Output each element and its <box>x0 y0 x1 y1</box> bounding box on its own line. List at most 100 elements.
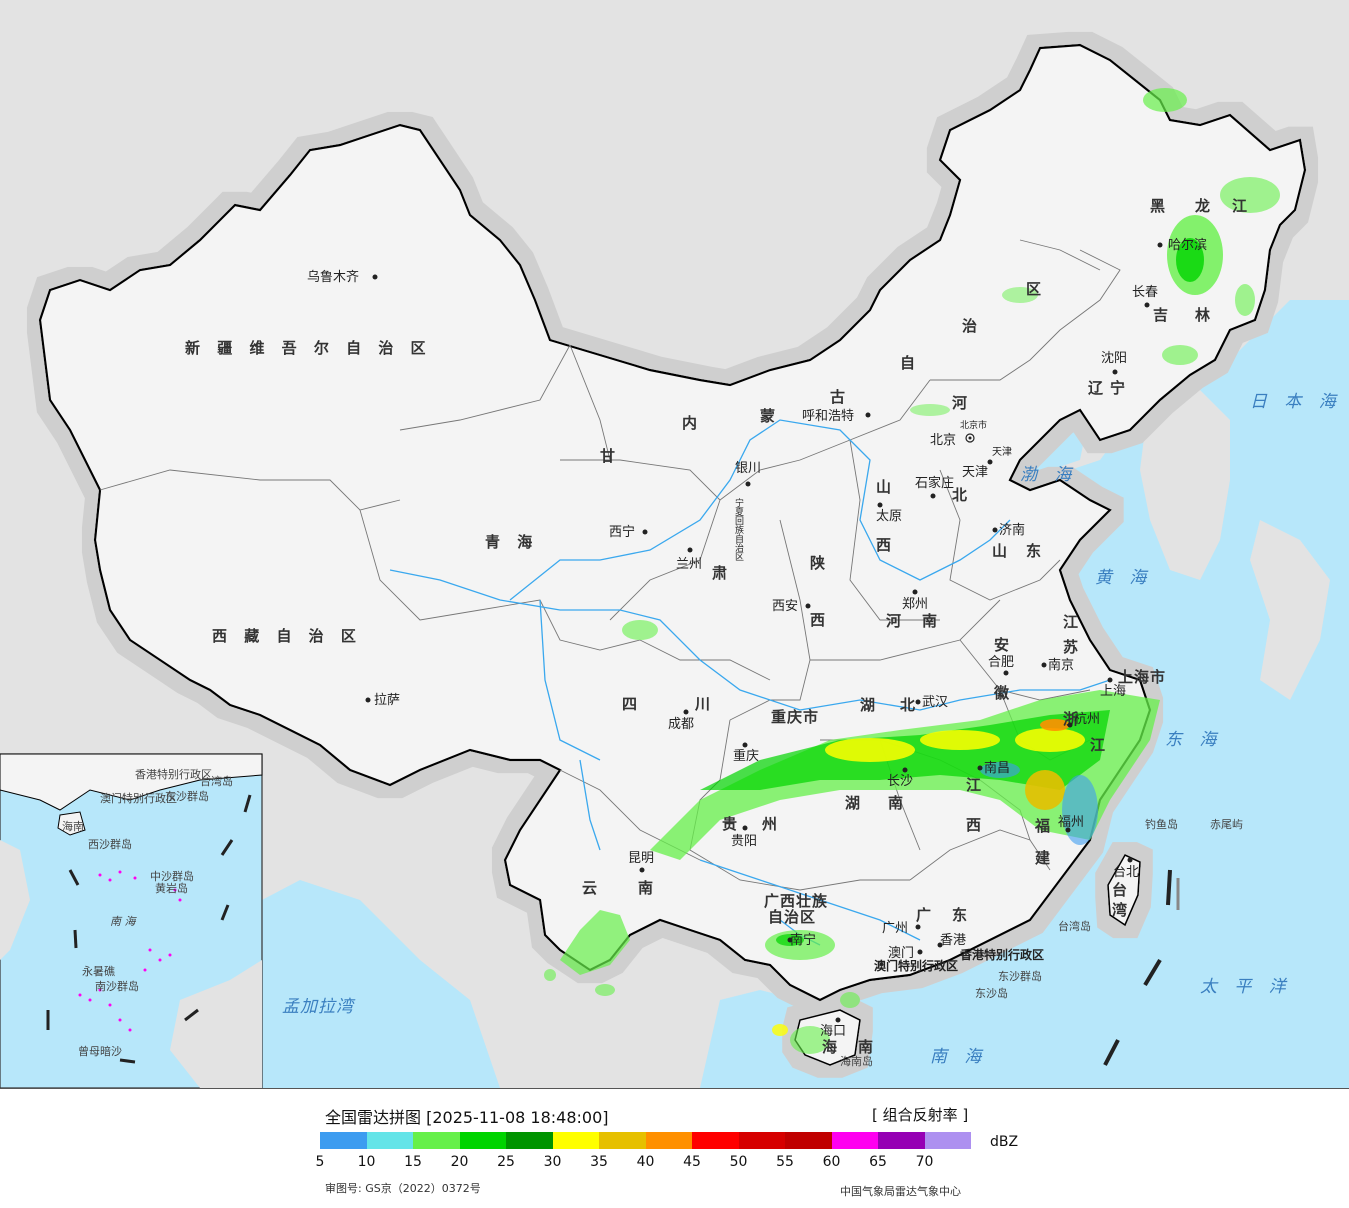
province-fj-1: 福 <box>1034 817 1056 835</box>
colorbar-tick: 10 <box>357 1154 376 1170</box>
province-sc-2: 川 <box>694 695 716 713</box>
city-labels: 乌鲁木齐 拉萨 西宁 兰州 银川 呼和浩特 北京 天津 石家庄 太原 济南 郑州… <box>307 237 1207 1039</box>
province-labels: 新 疆 维 吾 尔 自 治 区 西 藏 自 治 区 青 海 甘 肃 内 蒙 古 … <box>185 197 1253 1056</box>
taiwan <box>1107 853 1141 927</box>
province-nmg-3: 古 <box>830 388 851 406</box>
city-wuhan: 武汉 <box>922 695 948 710</box>
colorbar-tick: 20 <box>450 1154 469 1170</box>
inset-south-china-sea: 南 海 中沙群岛 西沙群岛 南沙群岛 黄岩岛 永暑礁 曾母暗沙 香港特别行政区 … <box>0 753 263 1088</box>
province-gd-2: 东 <box>952 906 973 924</box>
province-jx-1: 江 <box>966 776 987 794</box>
sea-yellow: 黄 海 <box>1095 568 1152 588</box>
city-harbin: 哈尔滨 <box>1168 237 1207 253</box>
province-hubei-2: 北 <box>900 696 921 714</box>
province-hubei-1: 湖 <box>860 696 881 714</box>
inset-zhongsha: 中沙群岛 <box>150 869 194 883</box>
province-zj-2: 江 <box>1090 736 1111 754</box>
city-nanjing: 南京 <box>1048 657 1074 673</box>
sea-pacific: 太 平 洋 <box>1200 977 1292 997</box>
colorbar-tick: 30 <box>543 1154 562 1170</box>
city-lhasa: 拉萨 <box>374 693 400 708</box>
province-nmg-5: 治 <box>962 317 983 335</box>
colorbar-tick: 25 <box>497 1154 515 1170</box>
colorbar-tick: 70 <box>915 1154 934 1170</box>
colorbar-tick: 55 <box>776 1154 794 1170</box>
province-sd-1: 山 <box>992 542 1013 560</box>
inset-yongshu: 永暑礁 <box>82 964 115 978</box>
colorbar-cell <box>831 1132 878 1149</box>
city-urumqi: 乌鲁木齐 <box>307 269 359 285</box>
province-sx-1: 山 <box>876 478 897 496</box>
province-xizang: 西 藏 自 治 区 <box>212 627 362 645</box>
colorbar-unit: dBZ <box>990 1134 1019 1150</box>
province-zj-1: 浙 <box>1063 710 1084 728</box>
province-jl-1: 吉 <box>1153 306 1174 324</box>
city-hangzhou: 杭州 <box>1074 712 1100 727</box>
province-gx-2: 自治区 <box>768 908 816 926</box>
inset-nansha: 南沙群岛 <box>95 979 139 993</box>
bay-of-bengal <box>262 880 500 1088</box>
province-hb-2: 北 <box>952 486 973 504</box>
sea-bengal: 孟加拉湾 <box>282 997 356 1017</box>
city-nanchang: 南昌 <box>984 760 1010 776</box>
province-ah-1: 安 <box>994 636 1015 654</box>
colorbar-cell <box>924 1132 971 1149</box>
province-tw-1: 台 <box>1112 881 1133 899</box>
colorbar-tick: 5 <box>315 1154 325 1170</box>
province-fj-2: 建 <box>1035 849 1056 867</box>
city-taipei: 台北 <box>1113 865 1139 880</box>
colorbar-cell <box>552 1132 599 1149</box>
colorbar-cell <box>692 1132 739 1149</box>
city-xining: 西宁 <box>609 524 635 540</box>
colorbar-cell <box>645 1132 692 1149</box>
colorbar-tick: 40 <box>636 1154 655 1170</box>
province-hn-2: 南 <box>922 612 943 630</box>
province-gz-1: 贵 <box>722 815 743 833</box>
city-beijing: 北京 <box>930 433 956 448</box>
province-ah-2: 徽 <box>993 684 1015 702</box>
province-nmg-6: 区 <box>1026 280 1047 298</box>
colorbar-tick: 50 <box>729 1154 748 1170</box>
province-hk: 香港特别行政区 <box>959 947 1044 962</box>
province-bj: 北京市 <box>960 419 987 431</box>
province-ln-1: 辽 <box>1088 379 1109 397</box>
province-hainan-2: 南 <box>858 1038 879 1056</box>
sea-japan: 日 本 海 <box>1250 392 1342 412</box>
radar-map[interactable]: 新 疆 维 吾 尔 自 治 区 西 藏 自 治 区 青 海 甘 肃 内 蒙 古 … <box>0 0 1349 1089</box>
province-gx-1: 广西壮族 <box>764 892 828 910</box>
credit-text: 中国气象局雷达气象中心 <box>840 1185 961 1198</box>
city-yinchuan: 银川 <box>735 461 761 476</box>
colorbar-cell <box>366 1132 413 1149</box>
province-hlj-2: 龙 <box>1194 197 1216 215</box>
city-zhengzhou: 郑州 <box>902 597 928 612</box>
inset-zengmu: 曾母暗沙 <box>78 1044 122 1058</box>
city-chengdu: 成都 <box>668 717 694 732</box>
colorbar-cell <box>506 1132 553 1149</box>
city-changsha: 长沙 <box>887 774 913 789</box>
city-guangzhou: 广州 <box>882 921 908 936</box>
colorbar-ticks: 5 10 15 20 25 30 35 40 45 50 55 60 65 70 <box>300 1154 980 1172</box>
nine-dash-line <box>1103 869 1180 1066</box>
province-gansu-2: 肃 <box>712 564 733 582</box>
inset-hainan: 海南 <box>62 819 84 833</box>
colorbar-cell <box>738 1132 785 1149</box>
city-hefei: 合肥 <box>988 655 1014 670</box>
province-hlj-3: 江 <box>1232 197 1253 215</box>
city-guiyang: 贵阳 <box>731 834 757 849</box>
inset-mo: 澳门特别行政区 <box>100 791 177 805</box>
legend-title: 全国雷达拼图 [2025-11-08 18:48:00] <box>325 1108 609 1127</box>
colorbar-tick: 60 <box>822 1154 841 1170</box>
city-haikou: 海口 <box>820 1024 846 1039</box>
province-tw-2: 湾 <box>1112 901 1133 919</box>
province-nmg-2: 蒙 <box>760 407 781 425</box>
inset-hk: 香港特别行政区 <box>135 767 212 781</box>
inset-dongsha: 东沙群岛 <box>165 789 209 803</box>
city-shanghai: 上海 <box>1100 684 1126 699</box>
approval-number: 审图号: GS京（2022）0372号 <box>325 1182 481 1195</box>
province-ln-2: 宁 <box>1110 379 1131 397</box>
province-hunan-2: 南 <box>888 794 909 812</box>
province-shaanxi-2: 西 <box>810 611 831 629</box>
city-hongkong: 香港 <box>940 933 966 948</box>
city-lanzhou: 兰州 <box>676 557 702 572</box>
island-dongsha: 东沙岛 <box>975 986 1008 1000</box>
